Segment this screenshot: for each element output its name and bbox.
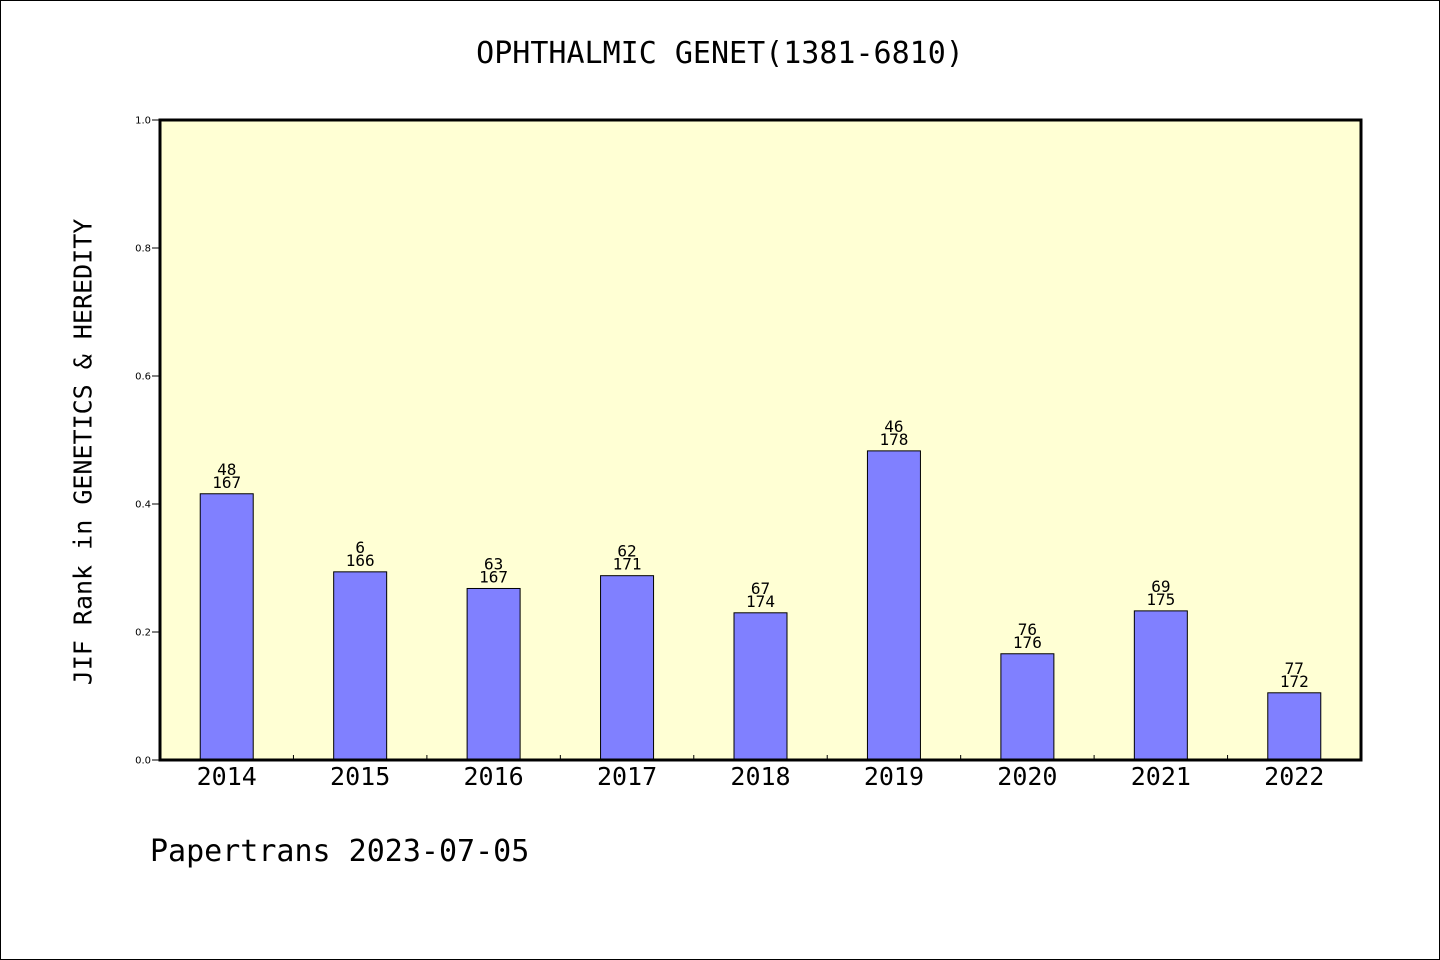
x-tick-label: 2020 [997, 762, 1057, 791]
y-tick-label: 1.0 [135, 116, 151, 127]
total-label: 166 [346, 551, 375, 570]
bar-2019 [866, 450, 921, 761]
x-tick-label: 2017 [597, 762, 657, 791]
x-tick-label: 2021 [1131, 762, 1191, 791]
bar-2020 [1000, 653, 1055, 761]
y-tick-label: 0.0 [135, 756, 151, 767]
total-label: 178 [879, 430, 908, 449]
y-tick-label: 0.6 [135, 372, 151, 383]
total-label: 167 [212, 473, 241, 492]
bar-2022 [1267, 692, 1322, 761]
y-tick-label: 0.2 [135, 628, 151, 639]
rank-label: 69 [1151, 577, 1170, 596]
total-label: 172 [1280, 672, 1309, 691]
plot-frame [158, 118, 1363, 762]
rank-label: 76 [1018, 620, 1037, 639]
bar-2014 [199, 493, 254, 761]
total-label: 171 [613, 555, 642, 574]
bar-2015 [333, 571, 388, 761]
y-tick-label: 0.8 [135, 244, 151, 255]
rank-label: 63 [484, 554, 503, 573]
total-label: 176 [1013, 633, 1042, 652]
bar-2021 [1133, 610, 1188, 761]
rank-label: 77 [1285, 659, 1304, 678]
total-label: 175 [1146, 590, 1175, 609]
rank-label: 48 [217, 460, 236, 479]
bar-2016 [466, 587, 521, 761]
x-tick-label: 2019 [864, 762, 924, 791]
x-tick-label: 2018 [730, 762, 790, 791]
chart-title: OPHTHALMIC GENET(1381-6810) [476, 36, 964, 71]
bar-2018 [733, 612, 788, 761]
total-label: 174 [746, 592, 775, 611]
y-tick-label: 0.4 [135, 500, 151, 511]
bar-2017 [600, 575, 655, 761]
rank-label: 46 [884, 417, 903, 436]
rank-label: 67 [751, 579, 770, 598]
x-tick-label: 2014 [197, 762, 257, 791]
x-tick-label: 2016 [464, 762, 524, 791]
x-tick-label: 2022 [1264, 762, 1324, 791]
footer-text: Papertrans 2023-07-05 [150, 834, 530, 869]
rank-label: 62 [617, 542, 636, 561]
total-label: 167 [479, 567, 508, 586]
x-tick-label: 2015 [330, 762, 390, 791]
rank-label: 6 [355, 538, 365, 557]
